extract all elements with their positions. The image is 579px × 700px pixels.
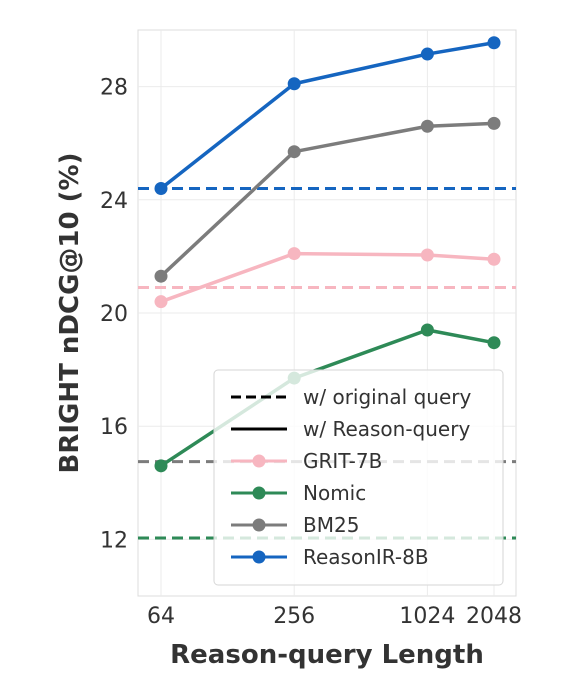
legend-marker <box>252 486 266 500</box>
legend-box <box>213 369 504 586</box>
point-grit-7b <box>154 295 168 309</box>
legend-label: BM25 <box>303 513 359 537</box>
x-tick-label: 256 <box>273 604 315 629</box>
y-tick-label: 28 <box>100 76 128 101</box>
legend-label: w/ original query <box>303 385 471 409</box>
point-grit-7b <box>487 252 501 266</box>
legend-marker <box>252 518 266 532</box>
y-tick-label: 24 <box>100 189 128 214</box>
point-bm25 <box>420 119 434 133</box>
line-bm25 <box>159 121 495 278</box>
point-bm25 <box>487 116 501 130</box>
y-tick-label: 20 <box>100 302 128 327</box>
point-grit-7b <box>420 248 434 262</box>
line-reasonir-8b <box>159 41 495 190</box>
legend-label: ReasonIR-8B <box>303 545 429 569</box>
point-bm25 <box>287 145 301 159</box>
point-reasonir-8b <box>420 47 434 61</box>
point-bm25 <box>154 269 168 283</box>
x-tick-label: 1024 <box>399 604 455 629</box>
legend: w/ original query w/ Reason-query GRIT-7B N… <box>213 369 504 586</box>
y-tick-label: 12 <box>100 528 128 553</box>
point-reasonir-8b <box>154 181 168 195</box>
x-tick-label: 2048 <box>466 604 522 629</box>
x-axis-label: Reason-query Length <box>170 640 484 670</box>
point-nomic <box>487 336 501 350</box>
point-reasonir-8b <box>287 77 301 91</box>
point-reasonir-8b <box>487 36 501 50</box>
y-tick-labels: 12 16 20 24 28 <box>100 76 128 554</box>
legend-label: w/ Reason-query <box>303 417 470 441</box>
legend-marker <box>252 550 266 564</box>
point-nomic <box>154 459 168 473</box>
y-axis-label: BRIGHT nDCG@10 (%) <box>55 153 85 474</box>
y-tick-label: 16 <box>100 415 128 440</box>
legend-marker <box>252 454 266 468</box>
legend-label: GRIT-7B <box>303 449 382 473</box>
legend-label: Nomic <box>303 481 366 505</box>
x-tick-label: 64 <box>147 604 175 629</box>
line-grit-7b <box>160 251 495 304</box>
point-grit-7b <box>287 247 301 261</box>
x-tick-labels: 64 256 1024 2048 <box>147 604 522 629</box>
series-lines <box>154 36 501 473</box>
point-nomic <box>420 323 434 337</box>
